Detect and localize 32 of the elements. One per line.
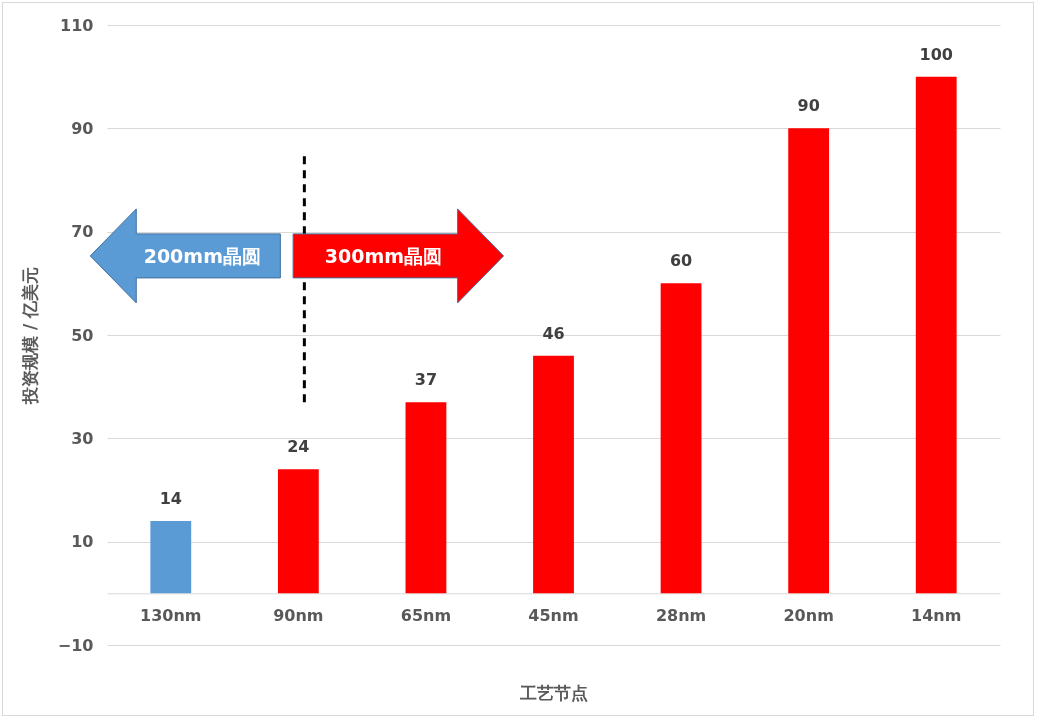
y-tick-label: −10: [57, 635, 94, 655]
bar: [150, 521, 192, 594]
y-tick-label: 10: [71, 532, 94, 552]
y-axis-title: 投资规模 / 亿美元: [19, 266, 40, 406]
y-tick-label: 30: [71, 428, 94, 448]
y-tick-label: 70: [71, 222, 94, 242]
x-tick-label: 28nm: [655, 605, 707, 625]
data-label: 24: [287, 437, 310, 457]
data-label: 60: [669, 251, 693, 271]
x-tick-label: 20nm: [783, 605, 834, 625]
x-axis-title: 工艺节点: [519, 682, 588, 703]
y-tick-label: 90: [71, 118, 94, 138]
bar: [405, 402, 447, 594]
bar: [533, 355, 574, 594]
x-tick-label: 90nm: [273, 605, 324, 625]
data-label: 90: [797, 96, 820, 116]
bar: [915, 76, 957, 594]
data-label: 37: [414, 370, 438, 390]
x-tick-label: 14nm: [911, 605, 962, 625]
x-tick-label: 45nm: [528, 605, 579, 625]
data-label: 14: [159, 489, 182, 508]
x-tick-label: 130nm: [140, 605, 202, 625]
annotation: 200mm晶圆: [143, 244, 261, 267]
annotation: 300mm晶圆: [324, 244, 442, 267]
y-tick-label: 50: [71, 325, 94, 345]
data-label: 100: [919, 44, 953, 64]
bar: [788, 128, 830, 594]
bar: [277, 469, 319, 594]
y-tick-label: 110: [60, 15, 94, 35]
data-label: 46: [542, 323, 565, 343]
x-tick-label: 65nm: [400, 605, 452, 625]
bar: [660, 283, 702, 594]
